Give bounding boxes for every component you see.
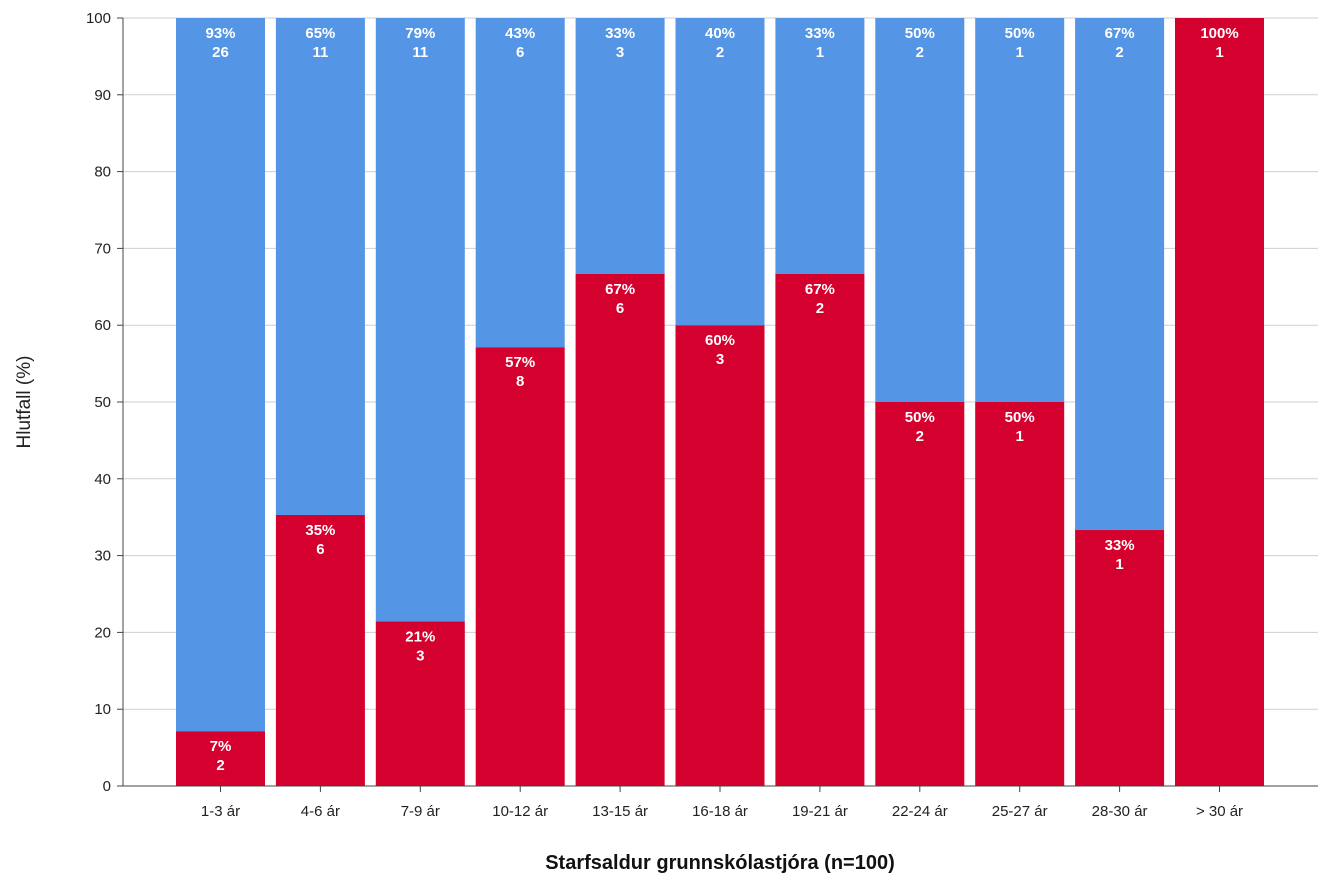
bar-count-label: 8 [516,373,524,390]
bar-percent-label: 67% [805,281,835,298]
x-tick-label: 1-3 ár [201,803,240,820]
bar-percent-label: 21% [405,628,435,645]
bar-count-label: 3 [416,647,424,664]
x-tick-label: 22-24 ár [892,803,948,820]
bar-percent-label: 33% [605,25,635,42]
bar-count-label: 2 [816,300,824,317]
x-tick-label: 16-18 ár [692,803,748,820]
bar-percent-label: 67% [605,281,635,298]
x-tick-label: 13-15 ár [592,803,648,820]
bar-percent-label: 50% [905,409,935,426]
bar-segment [775,18,865,274]
y-tick-label: 10 [94,701,111,718]
bar-count-label: 6 [616,300,624,317]
bar-count-label: 11 [412,44,428,61]
bar-segment [575,18,665,274]
bar-percent-label: 79% [405,25,435,42]
bar-percent-label: 40% [705,25,735,42]
bar-segment [1075,530,1165,786]
bar-segment [375,621,465,786]
bar-percent-label: 100% [1200,25,1238,42]
bars: 7%293%2635%665%1121%379%1157%843%667%633… [176,18,1264,787]
bar-count-label: 2 [916,44,924,61]
bar-percent-label: 35% [305,522,335,539]
x-tick-label: 10-12 ár [492,803,548,820]
y-tick-label: 70 [94,240,111,257]
bar-count-label: 2 [716,44,724,61]
bar-segment [475,18,565,348]
bar-segment [375,18,465,622]
bar-segment [1075,18,1165,531]
bar-percent-label: 50% [1005,25,1035,42]
bar-count-label: 2 [216,757,224,774]
bar-count-label: 3 [616,44,624,61]
bar-percent-label: 65% [305,25,335,42]
bar-count-label: 1 [1115,556,1123,573]
bar-segment [275,514,365,786]
y-tick-label: 60 [94,317,111,334]
bar-percent-label: 50% [1005,409,1035,426]
bar-count-label: 1 [1215,44,1223,61]
bar-percent-label: 57% [505,354,535,371]
y-tick-label: 0 [103,778,111,795]
y-tick-label: 90 [94,87,111,104]
bar-percent-label: 43% [505,25,535,42]
axis-ticks: 0 10 20 30 40 50 60 70 80 90 100 1-3 ár 4-6 ár 7-9 ár… [86,10,1243,820]
bar-count-label: 11 [312,44,328,61]
y-tick-label: 40 [94,471,111,488]
bar-count-label: 1 [816,44,824,61]
bar-segment [675,18,765,326]
x-axis-title: Starfsaldur grunnskólastjóra (n=100) [545,852,895,874]
bar-percent-label: 67% [1105,25,1135,42]
x-tick-label: 28-30 ár [1092,803,1148,820]
x-tick-label: 4-6 ár [301,803,340,820]
bar-segment [875,402,965,786]
bar-segment [275,18,365,515]
bar-segment [875,18,965,402]
bar-segment [775,273,865,787]
y-tick-label: 50 [94,394,111,411]
y-tick-label: 100 [86,10,111,27]
bar-count-label: 2 [916,428,924,445]
bar-segment [975,18,1065,402]
x-tick-label: 7-9 ár [401,803,440,820]
y-tick-label: 30 [94,548,111,565]
y-axis-title: Hlutfall (%) [14,356,35,449]
bar-segment [176,731,265,786]
bar-segment [1175,18,1264,786]
bar-segment [975,402,1065,786]
bar-percent-label: 93% [205,25,235,42]
bar-count-label: 2 [1115,44,1123,61]
bar-count-label: 6 [316,541,324,558]
bar-count-label: 6 [516,44,524,61]
y-tick-label: 80 [94,164,111,181]
bar-count-label: 1 [1016,44,1024,61]
bar-segment [475,347,565,786]
bar-percent-label: 7% [210,738,232,755]
x-tick-label: 25-27 ár [992,803,1048,820]
x-tick-label: 19-21 ár [792,803,848,820]
bar-segment [575,273,665,787]
bar-percent-label: 33% [805,25,835,42]
bar-percent-label: 50% [905,25,935,42]
bar-percent-label: 33% [1105,537,1135,554]
bar-percent-label: 60% [705,332,735,349]
x-tick-label: > 30 ár [1196,803,1243,820]
bar-segment [675,325,765,786]
bar-count-label: 1 [1016,428,1024,445]
bar-count-label: 3 [716,351,724,368]
y-tick-label: 20 [94,624,111,641]
bar-segment [176,18,265,732]
bar-count-label: 26 [212,44,229,61]
